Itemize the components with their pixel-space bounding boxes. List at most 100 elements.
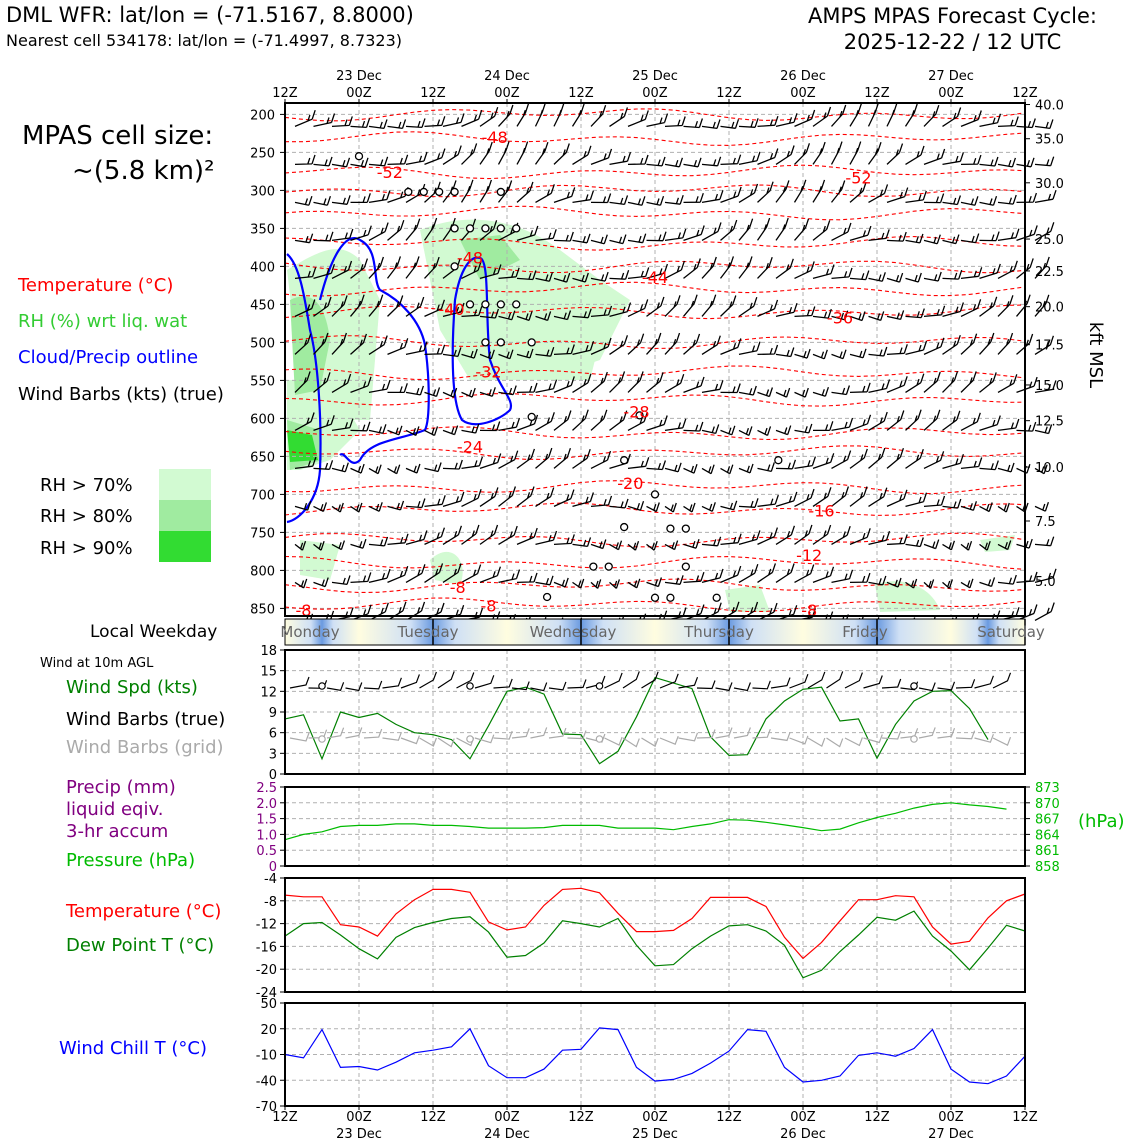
- wind-panel-ytick-label: 12: [260, 685, 277, 700]
- main-ytick-label: 550: [250, 374, 275, 389]
- wind-barb: [775, 491, 798, 508]
- wind-barb-true: [955, 679, 976, 689]
- wind-barb: [424, 527, 446, 545]
- wind-barb: [720, 119, 740, 129]
- wind-barb: [590, 148, 613, 166]
- temperature-contours: [284, 108, 1026, 613]
- weekday-label: Saturday: [977, 623, 1045, 641]
- wind-barb: [387, 500, 405, 511]
- wind-barb: [905, 145, 925, 165]
- temp-panel-frame: [284, 877, 1026, 993]
- wind-barb: [979, 577, 996, 588]
- wind-barb: [812, 179, 826, 203]
- calm-marker: [465, 224, 475, 233]
- wind-barb: [979, 195, 998, 206]
- wind-calm-marker: [595, 682, 604, 690]
- wind-barb: [867, 103, 879, 127]
- wind-barb: [553, 577, 569, 588]
- dewpoint-label: Dew Point T (°C): [66, 935, 215, 956]
- precip-panel-ytick-label: 1.0: [256, 828, 277, 843]
- wind-barb-grid: [511, 728, 530, 739]
- pressure-panel-ytick-right-label: 870: [1035, 797, 1060, 812]
- wind-barb: [368, 464, 382, 475]
- wind-barb-true: [826, 671, 844, 689]
- wind-barb-true: [363, 680, 383, 690]
- wind-barb: [646, 231, 667, 242]
- wind-barb: [664, 418, 687, 432]
- calm-marker: [666, 593, 675, 602]
- top-hour-label: 12Z: [716, 86, 742, 101]
- wind-barb: [720, 500, 738, 511]
- temperature-contour-line: [284, 555, 1026, 570]
- temperature-contour-line: [284, 502, 1026, 516]
- wind-barb: [516, 348, 534, 359]
- wind-barb-true: [770, 677, 791, 689]
- wind-barb: [405, 296, 425, 317]
- wind-barb: [664, 295, 681, 317]
- calm-marker: [527, 338, 536, 347]
- wind-barb: [442, 145, 462, 165]
- wind-barb-true: [752, 680, 771, 690]
- calm-marker: [450, 224, 459, 233]
- wind-barb: [331, 607, 354, 622]
- wind-barb: [997, 462, 1015, 473]
- rh-fill-low-0: [430, 551, 463, 585]
- temperature-contour-line: [284, 392, 1026, 407]
- wind-barb: [646, 332, 662, 355]
- wind-barb: [498, 417, 521, 432]
- top-hour-label: 12Z: [864, 86, 890, 101]
- wind-barb: [294, 500, 312, 511]
- calm-marker: [435, 187, 444, 197]
- wind-barb: [479, 264, 502, 280]
- wind-barb: [738, 296, 758, 317]
- wind-barb-grid: [752, 728, 771, 739]
- wind-barb: [868, 272, 886, 282]
- wind-barb: [997, 607, 1020, 622]
- wind-barb: [461, 109, 483, 127]
- wind-barb: [627, 540, 640, 551]
- wind-barb: [831, 104, 847, 127]
- wind-barb-true: [437, 671, 455, 689]
- wind-barb: [775, 387, 791, 398]
- wind-barb: [831, 222, 852, 241]
- wind-barbs-main: [294, 103, 1057, 628]
- wind-barb: [701, 256, 717, 279]
- wind-barb: [294, 233, 314, 244]
- wind-barb: [701, 380, 724, 394]
- bottom-hour-label: 00Z: [494, 1110, 520, 1125]
- wind-barb: [498, 310, 516, 321]
- calm-marker: [512, 224, 521, 233]
- main-ytick-label: 450: [250, 298, 275, 313]
- wind-barb: [757, 256, 773, 279]
- wind-barb: [942, 453, 965, 470]
- top-date-label: 25 Dec: [632, 69, 678, 84]
- wind-barb: [701, 568, 724, 584]
- precip-label-1: Precip (mm): [66, 777, 176, 798]
- wind-barb-grid: [567, 730, 587, 740]
- wind-barb: [646, 195, 665, 206]
- wind-barb: [886, 410, 905, 431]
- wind-barb: [942, 152, 965, 166]
- wind-barb: [535, 379, 558, 394]
- temperature-label: -16: [808, 501, 834, 520]
- wind-barb: [313, 540, 325, 551]
- calm-marker: [465, 300, 475, 309]
- bottom-hour-label: 00Z: [346, 1110, 372, 1125]
- wind-barb: [405, 341, 428, 356]
- wind-barb: [405, 218, 421, 241]
- wind-barb: [794, 143, 811, 165]
- wind-barb: [720, 533, 742, 546]
- wind-barb: [424, 344, 446, 356]
- wind-barb: [442, 491, 465, 508]
- wind-barb: [313, 113, 336, 128]
- wind-barb: [701, 294, 717, 317]
- wind-barb: [479, 179, 493, 203]
- calm-marker: [419, 187, 428, 197]
- weekday-title: Local Weekday: [90, 622, 218, 642]
- calm-marker: [666, 524, 675, 533]
- wind-barb-grid: [493, 730, 513, 740]
- wind-barb: [516, 225, 539, 242]
- wind-barb: [442, 425, 459, 436]
- wind-barb: [960, 371, 977, 393]
- wind-barb: [905, 340, 928, 356]
